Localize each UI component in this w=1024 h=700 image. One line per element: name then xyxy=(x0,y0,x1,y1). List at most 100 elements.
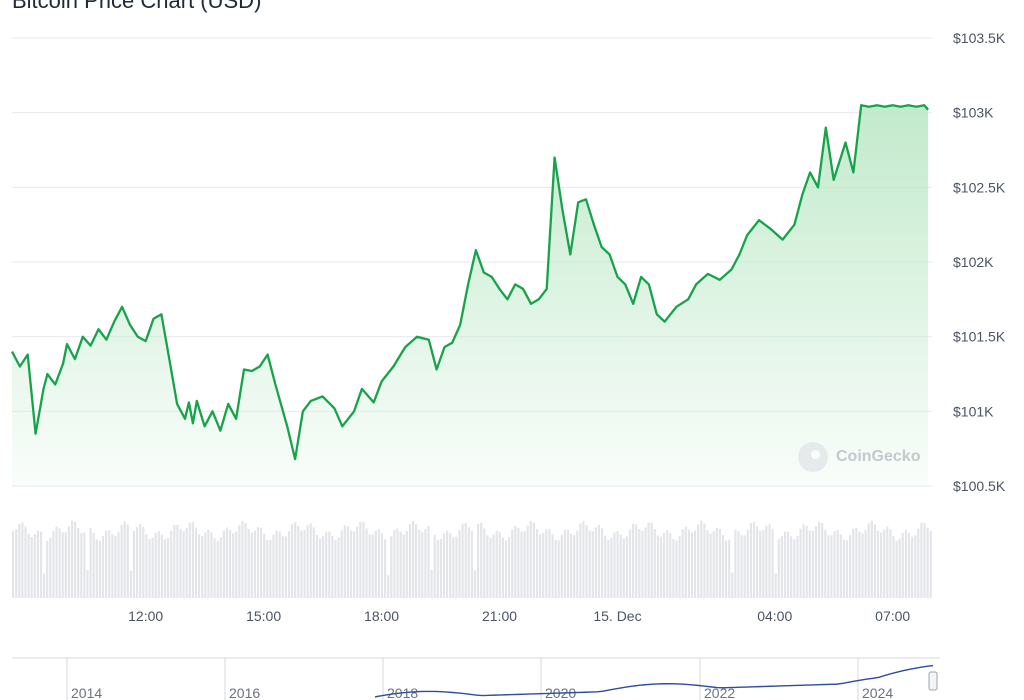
volume-bar xyxy=(495,530,498,598)
y-tick-label: $103.5K xyxy=(953,30,1006,46)
chart-title: Bitcoin Price Chart (USD) xyxy=(12,0,262,13)
volume-bar xyxy=(387,575,390,598)
volume-bar xyxy=(49,538,52,598)
volume-bar xyxy=(532,522,535,598)
navigator[interactable]: 2014 2016 2018 2020 2022 2024 xyxy=(12,657,940,700)
volume-bar xyxy=(173,525,176,598)
navigator-handle[interactable] xyxy=(928,671,938,691)
volume-bar xyxy=(436,540,439,598)
volume-bar xyxy=(256,527,260,598)
volume-bar xyxy=(731,572,734,598)
volume-bar xyxy=(777,539,780,598)
volume-bar xyxy=(170,531,173,598)
volume-bar xyxy=(415,523,418,598)
volume-bar xyxy=(36,530,39,598)
volume-bar xyxy=(86,570,89,598)
x-axis-labels: 12:00 15:00 18:00 21:00 15. Dec 04:00 07:00 xyxy=(128,608,910,624)
volume-bar xyxy=(225,527,229,598)
volume-bar xyxy=(635,524,638,598)
volume-bar xyxy=(89,527,92,598)
volume-bar xyxy=(371,534,374,598)
volume-bar xyxy=(384,539,387,598)
volume-bar xyxy=(312,527,315,598)
volume-bar xyxy=(470,530,473,598)
volume-bar xyxy=(787,531,790,598)
volume-bar xyxy=(446,530,449,598)
volume-bar xyxy=(399,531,402,598)
volume-bar xyxy=(715,527,718,598)
volume-bar xyxy=(287,531,291,598)
volume-bar xyxy=(191,521,194,598)
volume-bar xyxy=(557,540,560,598)
volume-bar xyxy=(377,529,380,598)
volume-bar xyxy=(740,535,743,598)
navigator-series-line xyxy=(374,664,934,698)
x-tick-label: 15. Dec xyxy=(593,608,641,624)
volume-bar xyxy=(101,535,105,598)
volume-bar xyxy=(167,537,170,598)
volume-bar xyxy=(892,536,895,598)
volume-bar xyxy=(914,535,917,598)
volume-bar xyxy=(114,536,117,598)
volume-bar xyxy=(545,529,548,598)
volume-bar xyxy=(117,531,120,598)
volume-bar xyxy=(613,532,616,598)
volume-bar xyxy=(697,524,700,598)
volume-bar xyxy=(309,523,312,598)
volume-bar xyxy=(529,521,532,598)
y-axis-labels: $103.5K $103K $102.5K $102K $101.5K $101K $100… xyxy=(953,30,1006,494)
volume-bar xyxy=(219,537,222,598)
volume-bar xyxy=(18,524,21,598)
volume-bar xyxy=(182,531,185,598)
volume-bar xyxy=(591,531,594,598)
volume-bar xyxy=(597,524,601,598)
volume-bar xyxy=(343,525,346,598)
volume-bar xyxy=(929,531,932,598)
volume-bar xyxy=(579,523,582,598)
volume-bar xyxy=(194,527,198,598)
volume-bar xyxy=(461,523,464,598)
volume-bar xyxy=(222,530,225,598)
volume-bar xyxy=(356,526,359,598)
price-line[interactable] xyxy=(10,104,929,461)
volume-bar xyxy=(889,529,892,598)
volume-bar xyxy=(405,531,408,598)
volume-bar xyxy=(771,529,774,598)
volume-bar xyxy=(511,529,514,598)
volume-bar xyxy=(139,524,142,598)
volume-bar xyxy=(883,529,886,598)
volume-bar xyxy=(247,529,250,598)
volume-bar xyxy=(749,523,752,598)
volume-bar xyxy=(300,530,303,598)
volume-bar xyxy=(821,523,824,598)
volume-bar xyxy=(216,541,219,598)
volume-bar xyxy=(473,570,477,598)
volume-bar xyxy=(390,536,393,598)
x-tick-label: 21:00 xyxy=(482,608,517,624)
volume-bar xyxy=(858,531,861,598)
volume-bar xyxy=(393,530,396,598)
y-tick-label: $101.5K xyxy=(953,329,1006,345)
volume-bar xyxy=(659,536,663,598)
y-tick-label: $103K xyxy=(953,105,994,121)
volume-bar xyxy=(501,537,504,598)
coingecko-watermark: CoinGecko xyxy=(798,442,920,472)
volume-bar xyxy=(628,529,632,598)
volume-bar xyxy=(601,528,604,598)
x-tick-label: 07:00 xyxy=(875,608,910,624)
volume-bar xyxy=(64,531,67,598)
volume-bar xyxy=(157,531,160,598)
volume-bar xyxy=(911,536,914,598)
volume-bar xyxy=(703,523,706,598)
volume-bar xyxy=(297,526,300,598)
volume-bar xyxy=(148,539,151,598)
volume-bar xyxy=(690,532,694,598)
volume-bar xyxy=(873,524,876,598)
volume-bar xyxy=(756,526,759,598)
x-tick-label: 04:00 xyxy=(757,608,792,624)
volume-bar xyxy=(244,522,247,598)
volume-bar xyxy=(353,531,356,598)
volume-bar xyxy=(898,538,901,598)
volume-bar xyxy=(185,528,188,598)
